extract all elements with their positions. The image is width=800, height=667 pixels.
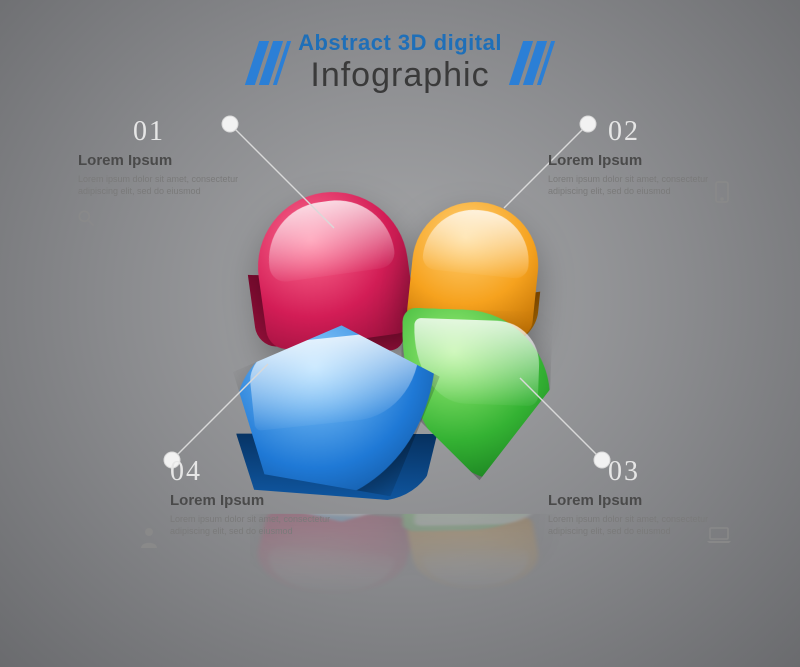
user-icon: [140, 526, 158, 553]
smartphone-icon: [714, 180, 730, 209]
callout-03-title: Lorem Ipsum: [548, 492, 728, 509]
callout-04-body: Lorem ipsum dolor sit amet, consectetur …: [170, 513, 350, 537]
segment-red: [248, 182, 417, 351]
header-line2: Infographic: [298, 56, 502, 95]
header-bars-right: [509, 41, 555, 85]
callout-02-number: 02: [608, 116, 640, 148]
infographic-stage: Abstract 3D digital Infographic 01: [0, 0, 800, 667]
magnifier-icon: [76, 208, 96, 233]
callout-04-number: 04: [170, 456, 202, 488]
callout-04-title: Lorem Ipsum: [170, 492, 350, 509]
header-line1: Abstract 3D digital: [298, 30, 502, 56]
laptop-icon: [706, 526, 732, 549]
header-wrap: Abstract 3D digital Infographic: [252, 30, 548, 95]
callout-02-title: Lorem Ipsum: [548, 152, 728, 169]
callout-04: 04 Lorem Ipsum Lorem ipsum dolor sit ame…: [170, 490, 350, 537]
callout-03-number: 03: [608, 456, 640, 488]
callout-03-body: Lorem ipsum dolor sit amet, consectetur …: [548, 513, 728, 537]
callout-01-body: Lorem ipsum dolor sit amet, consectetur …: [78, 173, 258, 197]
header-bars-left: [245, 41, 291, 85]
callout-03: 03 Lorem Ipsum Lorem ipsum dolor sit ame…: [548, 490, 728, 537]
callout-02-body: Lorem ipsum dolor sit amet, consectetur …: [548, 173, 728, 197]
header-text: Abstract 3D digital Infographic: [298, 30, 502, 95]
header: Abstract 3D digital Infographic: [0, 30, 800, 95]
callout-01-title: Lorem Ipsum: [78, 152, 258, 169]
callout-02: 02 Lorem Ipsum Lorem ipsum dolor sit ame…: [548, 150, 728, 197]
callout-01-number: 01: [133, 116, 165, 148]
callout-01: 01 Lorem Ipsum Lorem ipsum dolor sit ame…: [78, 150, 258, 197]
heart-3d: [250, 190, 570, 500]
